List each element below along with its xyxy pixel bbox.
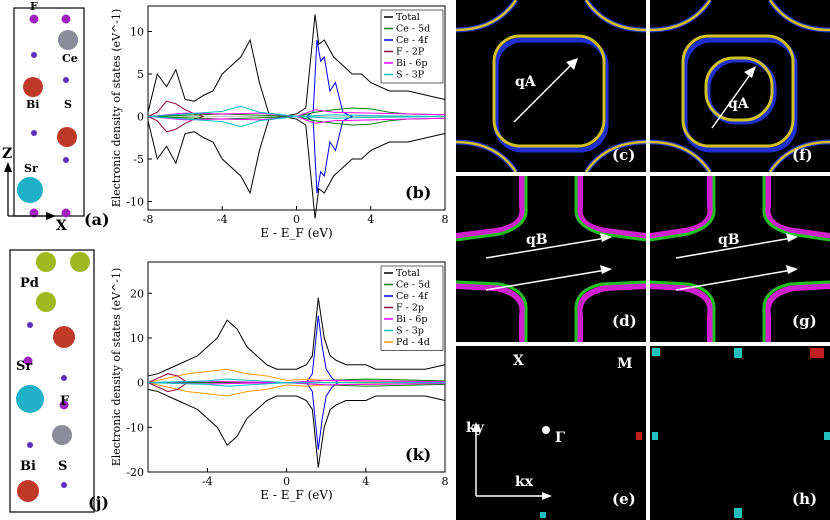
- atom-label-s: S: [64, 98, 72, 111]
- fermi-e-gamma: Γ: [555, 430, 565, 446]
- y-tick-label: 5: [137, 68, 144, 81]
- x-tick-label: 0: [293, 213, 300, 226]
- y-tick-label: 0: [137, 377, 144, 390]
- legend-entry: Ce - 5d: [396, 280, 430, 291]
- atom-label-f-j: F: [60, 394, 70, 409]
- panel-label-f: (f): [792, 146, 813, 164]
- series-line-up: [147, 107, 446, 118]
- y-axis-label: Electronic density of states (eV^-1): [110, 268, 123, 467]
- legend-entry: Ce - 4f: [396, 291, 429, 302]
- atom-label-sr: Sr: [24, 162, 38, 175]
- dos-chart-k: -4 0 4 8 -20 -10 0 10 20 E - E_F (eV) Electronic d…: [110, 261, 449, 502]
- x-tick-label: 0: [283, 475, 290, 488]
- legend-box: [380, 9, 444, 84]
- series-line-down: [147, 382, 445, 387]
- legend-entry: Ce - 5d: [396, 24, 430, 35]
- x-tick-label: -4: [217, 213, 228, 226]
- atom-label-f: F: [30, 0, 38, 13]
- fermi-panel-h: [650, 346, 830, 520]
- atom-label-ce: Ce: [62, 52, 78, 65]
- panel-label-a: (a): [84, 210, 110, 229]
- series-line-up: [305, 315, 339, 384]
- x-axis-label: E - E_F (eV): [260, 488, 332, 502]
- legend-entry: Bi - 6p: [396, 314, 427, 325]
- atom-label-bi-j: Bi: [20, 459, 36, 474]
- series-line-up: [147, 105, 446, 118]
- y-tick-label: 20: [130, 287, 144, 300]
- panel-label-d: (d): [612, 312, 637, 330]
- atom-label-pd: Pd: [20, 276, 39, 291]
- x-tick-label: -8: [143, 213, 154, 226]
- x-tick-label: -4: [202, 475, 213, 488]
- axis-z-label: Z: [2, 146, 13, 162]
- series-line-up: [305, 39, 353, 117]
- x-tick-label: 4: [367, 213, 374, 226]
- atom-label-s-j: S: [58, 459, 68, 474]
- panel-label: (k): [405, 445, 431, 464]
- series-line-down: [305, 116, 353, 194]
- fermi-panel-c: [456, 0, 646, 172]
- y-tick-label: 10: [130, 332, 144, 345]
- y-tick-label: -10: [126, 421, 144, 434]
- atom-label-sr-j: Sr: [16, 359, 33, 374]
- fermi-c-q: qA: [515, 74, 536, 90]
- series-line-down: [147, 382, 188, 393]
- legend-entry: F - 2p: [396, 303, 424, 314]
- fermi-panel-f: [650, 0, 830, 172]
- series-line-down: [305, 382, 339, 450]
- legend-entry: Total: [396, 12, 420, 23]
- y-axis-label: Electronic density of states (eV^-1): [110, 9, 123, 208]
- structure-j: [9, 249, 95, 513]
- legend-entry: F - 2P: [396, 47, 425, 58]
- fermi-g-q: qB: [718, 232, 740, 248]
- x-tick-label: 8: [442, 213, 449, 226]
- series-line-up: [147, 297, 446, 377]
- series-line-down: [147, 388, 446, 468]
- legend-entry: Total: [396, 268, 420, 279]
- legend-entry: S - 3p: [396, 326, 424, 337]
- fermi-panel-g: [650, 176, 830, 342]
- x-tick-label: 4: [362, 475, 369, 488]
- x-axis-label: E - E_F (eV): [260, 226, 332, 240]
- fermi-e-x: X: [513, 353, 524, 369]
- panel-label: (b): [405, 183, 431, 202]
- series-line-down: [147, 115, 446, 128]
- series-line-down: [147, 115, 446, 126]
- legend-entry: Pd - 4d: [396, 337, 430, 348]
- y-tick-label: -10: [126, 196, 144, 209]
- panel-label-h: (h): [792, 490, 818, 508]
- fermi-e-kx: kx: [515, 474, 534, 490]
- fermi-panel-e: [456, 346, 646, 520]
- panel-label-e: (e): [612, 490, 636, 508]
- atom-label-bi: Bi: [26, 98, 40, 111]
- legend-entry: S - 3P: [396, 70, 425, 81]
- y-tick-label: -20: [126, 466, 144, 479]
- fermi-d-q: qB: [526, 232, 548, 248]
- series-line-down: [147, 116, 204, 133]
- axis-x-label: X: [56, 218, 67, 234]
- panel-label-g: (g): [792, 312, 817, 330]
- y-tick-label: 10: [130, 26, 144, 39]
- series-line-up: [147, 100, 204, 117]
- y-tick-label: -5: [133, 153, 144, 166]
- fermi-panel-d: [456, 176, 646, 342]
- series-line-up: [147, 373, 188, 384]
- panel-label-j: (j): [88, 493, 109, 512]
- legend-entry: Bi - 6p: [396, 58, 427, 69]
- fermi-f-q: qA: [728, 96, 749, 112]
- panel-label-c: (c): [612, 146, 636, 164]
- y-tick-label: 0: [137, 111, 144, 124]
- dos-chart-b: -8 -4 0 4 8 -10 -5 0 5 10 E - E_F (eV) Electronic d…: [110, 5, 449, 240]
- fermi-e-ky: ky: [466, 420, 484, 436]
- structure-a: [4, 7, 85, 220]
- legend-entry: Ce - 4f: [396, 35, 429, 46]
- fermi-e-m: M: [617, 356, 633, 372]
- x-tick-label: 8: [442, 475, 449, 488]
